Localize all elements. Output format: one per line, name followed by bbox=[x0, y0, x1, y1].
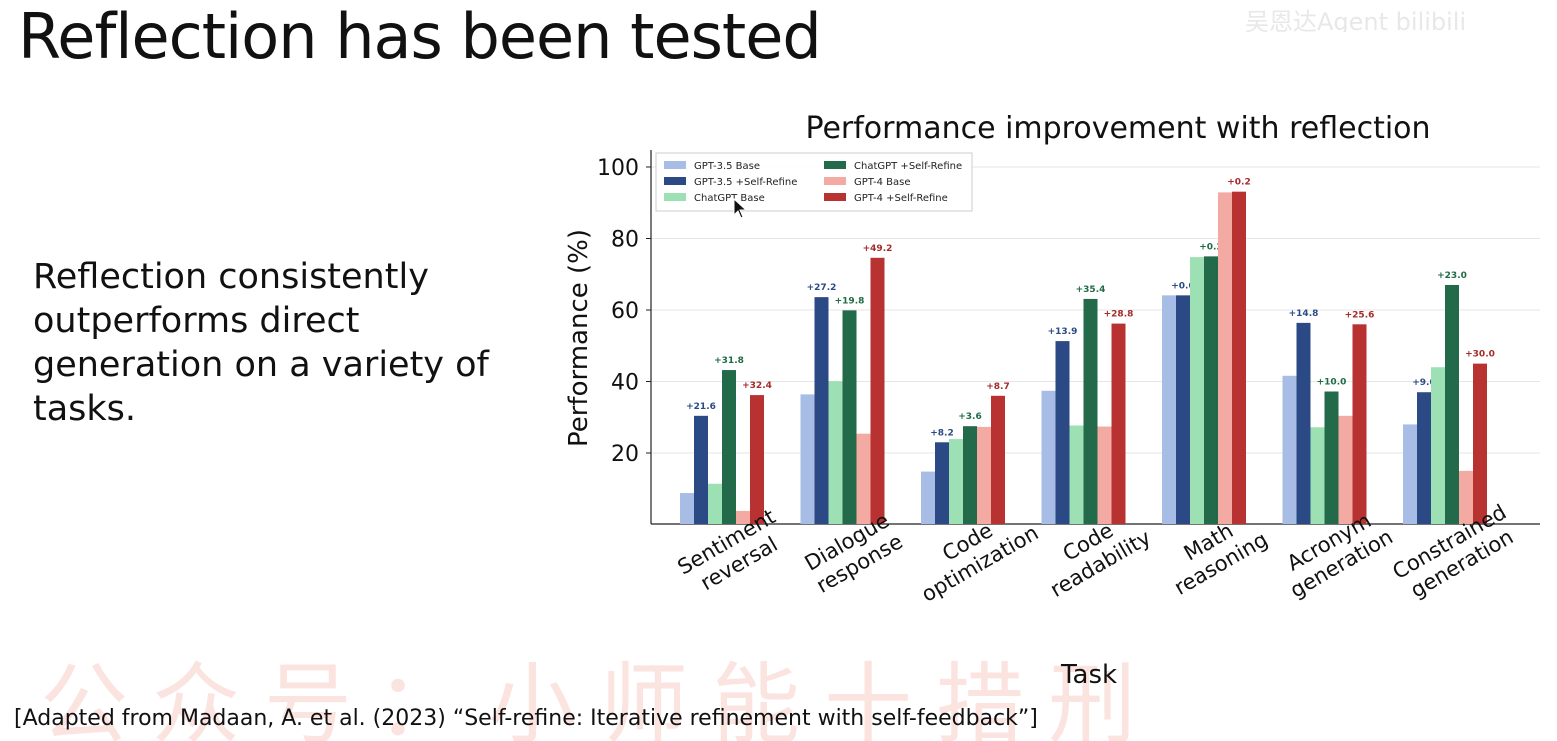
bar-2 bbox=[1055, 341, 1070, 524]
legend-label: GPT-4 +Self-Refine bbox=[854, 193, 948, 204]
bar-5 bbox=[856, 433, 871, 524]
bar-6 bbox=[991, 395, 1005, 524]
bar-4 bbox=[1083, 298, 1098, 524]
bar-data-label: +21.6 bbox=[686, 402, 716, 412]
bar-4 bbox=[1204, 256, 1218, 524]
body-text: Reflection consistently outperforms dire… bbox=[33, 257, 489, 429]
bar-data-label: +0.0 bbox=[1171, 281, 1194, 291]
citation: [Adapted from Madaan, A. et al. (2023) “… bbox=[14, 706, 1038, 731]
bar-5 bbox=[1338, 415, 1353, 524]
bar-5 bbox=[1218, 192, 1232, 524]
bar-1 bbox=[1162, 295, 1176, 524]
legend-swatch bbox=[824, 193, 846, 201]
bar-3 bbox=[949, 439, 963, 524]
bar-4 bbox=[1445, 284, 1459, 524]
bar-data-label: +27.2 bbox=[807, 283, 837, 293]
bar-data-label: +28.8 bbox=[1104, 310, 1134, 320]
bar-data-label: +0.2 bbox=[1199, 242, 1222, 252]
bar-6 bbox=[1232, 191, 1246, 524]
legend-label: ChatGPT Base bbox=[694, 193, 765, 204]
bar-data-label: +19.8 bbox=[835, 296, 865, 306]
bar-4 bbox=[963, 426, 977, 524]
bar-3 bbox=[708, 483, 722, 524]
legend-swatch bbox=[664, 161, 686, 169]
bar-data-label: +9.0 bbox=[1412, 378, 1435, 388]
bar-6 bbox=[750, 395, 764, 524]
bar-data-label: +8.2 bbox=[930, 428, 953, 438]
bar-5 bbox=[736, 510, 750, 524]
bar-data-label: +23.0 bbox=[1437, 271, 1467, 281]
bar-data-label: +30.0 bbox=[1465, 350, 1495, 360]
bar-3 bbox=[1069, 425, 1084, 524]
bar-1 bbox=[921, 471, 935, 524]
chart-title: Performance improvement with reflection bbox=[805, 111, 1430, 146]
bar-4 bbox=[722, 370, 736, 524]
bar-1 bbox=[1041, 390, 1056, 524]
bar-5 bbox=[1459, 470, 1473, 524]
bar-3 bbox=[1190, 257, 1204, 524]
bar-2 bbox=[814, 297, 829, 524]
bar-data-label: +10.0 bbox=[1317, 378, 1347, 388]
bar-3 bbox=[1310, 427, 1325, 524]
bar-5 bbox=[977, 426, 991, 524]
bar-4 bbox=[1324, 391, 1339, 524]
y-axis-label: Performance (%) bbox=[564, 229, 594, 447]
slide-title: Reflection has been tested bbox=[18, 0, 822, 73]
legend-label: GPT-4 Base bbox=[854, 177, 910, 188]
bar-data-label: +14.8 bbox=[1289, 309, 1319, 319]
legend-box bbox=[655, 152, 973, 212]
bar-1 bbox=[1282, 375, 1297, 524]
x-axis-label: Task bbox=[1060, 660, 1117, 690]
bar-2 bbox=[1176, 295, 1190, 524]
y-tick-label: 60 bbox=[611, 299, 639, 324]
bar-6 bbox=[1473, 363, 1487, 524]
performance-chart: Performance improvement with reflection 2… bbox=[564, 111, 1540, 690]
bar-3 bbox=[828, 381, 843, 524]
bar-data-label: +32.4 bbox=[742, 381, 772, 391]
bar-6 bbox=[1352, 324, 1367, 524]
legend-label: GPT-3.5 +Self-Refine bbox=[694, 177, 797, 188]
bar-2 bbox=[694, 415, 708, 524]
bar-6 bbox=[1111, 323, 1126, 524]
watermark-bottom: 公众号：小师能十措刑 bbox=[40, 660, 1161, 741]
bar-data-label: +0.2 bbox=[1227, 178, 1250, 188]
bar-data-label: +25.6 bbox=[1345, 310, 1375, 320]
legend-swatch bbox=[664, 177, 686, 185]
watermark-top: 吴恩达Agent bilibili bbox=[1245, 8, 1467, 32]
y-tick-label: 80 bbox=[611, 228, 639, 253]
bar-1 bbox=[1403, 424, 1417, 524]
bar-6 bbox=[870, 257, 885, 524]
mouse-cursor-icon bbox=[733, 198, 748, 219]
y-tick-label: 20 bbox=[611, 442, 639, 467]
bar-4 bbox=[842, 310, 857, 524]
legend-swatch bbox=[664, 193, 686, 201]
bar-data-label: +49.2 bbox=[863, 244, 893, 254]
y-tick-label: 40 bbox=[611, 371, 639, 396]
legend-swatch bbox=[824, 177, 846, 185]
bar-1 bbox=[680, 493, 694, 524]
legend-swatch bbox=[824, 161, 846, 169]
legend-label: ChatGPT +Self-Refine bbox=[854, 161, 962, 172]
bar-data-label: +13.9 bbox=[1048, 327, 1078, 337]
bar-data-label: +31.8 bbox=[714, 356, 744, 366]
bar-data-label: +8.7 bbox=[986, 382, 1009, 392]
bar-data-label: +3.6 bbox=[958, 412, 981, 422]
y-tick-label: 100 bbox=[597, 156, 639, 181]
bar-data-label: +35.4 bbox=[1076, 285, 1106, 295]
bar-2 bbox=[1296, 322, 1311, 524]
bar-5 bbox=[1097, 426, 1112, 524]
bar-2 bbox=[935, 442, 949, 524]
bar-3 bbox=[1431, 367, 1445, 524]
legend-label: GPT-3.5 Base bbox=[694, 161, 760, 172]
bar-2 bbox=[1417, 392, 1431, 524]
bar-1 bbox=[800, 394, 815, 524]
